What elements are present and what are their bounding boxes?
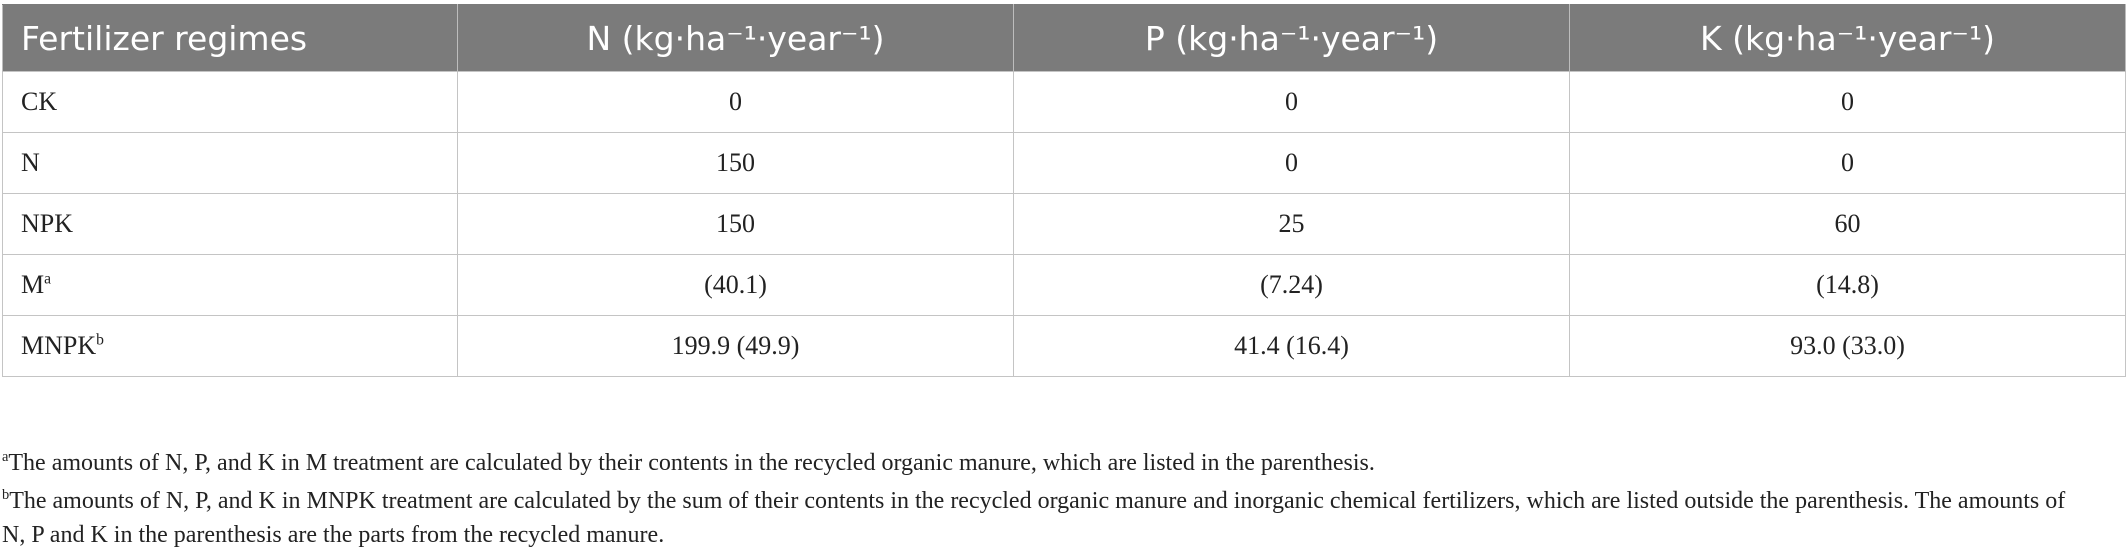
regime-footnote-mark: b	[96, 331, 104, 349]
table-row: Ma (40.1) (7.24) (14.8)	[2, 254, 2126, 316]
header-fertilizer-regimes: Fertilizer regimes	[2, 4, 458, 72]
regime-cell: CK	[2, 71, 458, 133]
footnote-mark: b	[2, 487, 10, 503]
fertilizer-table: Fertilizer regimes N (kg·ha⁻¹·year⁻¹) P …	[2, 4, 2126, 377]
regime-label: N	[21, 148, 40, 177]
table-row: NPK 150 25 60	[2, 193, 2126, 255]
k-cell: (14.8)	[1569, 254, 2126, 316]
footnote-b: bThe amounts of N, P, and K in MNPK trea…	[2, 484, 2082, 552]
header-n: N (kg·ha⁻¹·year⁻¹)	[457, 4, 1014, 72]
k-cell: 0	[1569, 132, 2126, 194]
table-body: CK 0 0 0 N 150 0 0 NPK 150 25 60 Ma (40.…	[2, 71, 2126, 377]
p-cell: 0	[1013, 132, 1570, 194]
p-cell: 41.4 (16.4)	[1013, 315, 1570, 377]
footnote-a: aThe amounts of N, P, and K in M treatme…	[2, 446, 2082, 480]
table-row: CK 0 0 0	[2, 71, 2126, 133]
regime-label: MNPK	[21, 331, 97, 360]
n-cell: 150	[457, 193, 1014, 255]
footnote-text: The amounts of N, P, and K in M treatmen…	[8, 450, 1375, 476]
n-cell: 0	[457, 71, 1014, 133]
header-p: P (kg·ha⁻¹·year⁻¹)	[1013, 4, 1570, 72]
n-cell: (40.1)	[457, 254, 1014, 316]
p-cell: 25	[1013, 193, 1570, 255]
table-footnotes: aThe amounts of N, P, and K in M treatme…	[2, 446, 2082, 556]
k-cell: 0	[1569, 71, 2126, 133]
table-header: Fertilizer regimes N (kg·ha⁻¹·year⁻¹) P …	[2, 4, 2126, 72]
header-k: K (kg·ha⁻¹·year⁻¹)	[1569, 4, 2126, 72]
header-row: Fertilizer regimes N (kg·ha⁻¹·year⁻¹) P …	[2, 4, 2126, 72]
regime-footnote-mark: a	[44, 270, 52, 288]
regime-cell: Ma	[2, 254, 458, 316]
regime-label: CK	[21, 87, 58, 116]
regime-cell: N	[2, 132, 458, 194]
regime-cell: MNPKb	[2, 315, 458, 377]
footnote-text: The amounts of N, P, and K in MNPK treat…	[2, 488, 2066, 548]
k-cell: 60	[1569, 193, 2126, 255]
k-cell: 93.0 (33.0)	[1569, 315, 2126, 377]
p-cell: (7.24)	[1013, 254, 1570, 316]
p-cell: 0	[1013, 71, 1570, 133]
n-cell: 150	[457, 132, 1014, 194]
table-row: MNPKb 199.9 (49.9) 41.4 (16.4) 93.0 (33.…	[2, 315, 2126, 377]
regime-cell: NPK	[2, 193, 458, 255]
n-cell: 199.9 (49.9)	[457, 315, 1014, 377]
regime-label: M	[21, 270, 45, 299]
table-row: N 150 0 0	[2, 132, 2126, 194]
footnote-mark: a	[2, 449, 9, 465]
regime-label: NPK	[21, 209, 74, 238]
